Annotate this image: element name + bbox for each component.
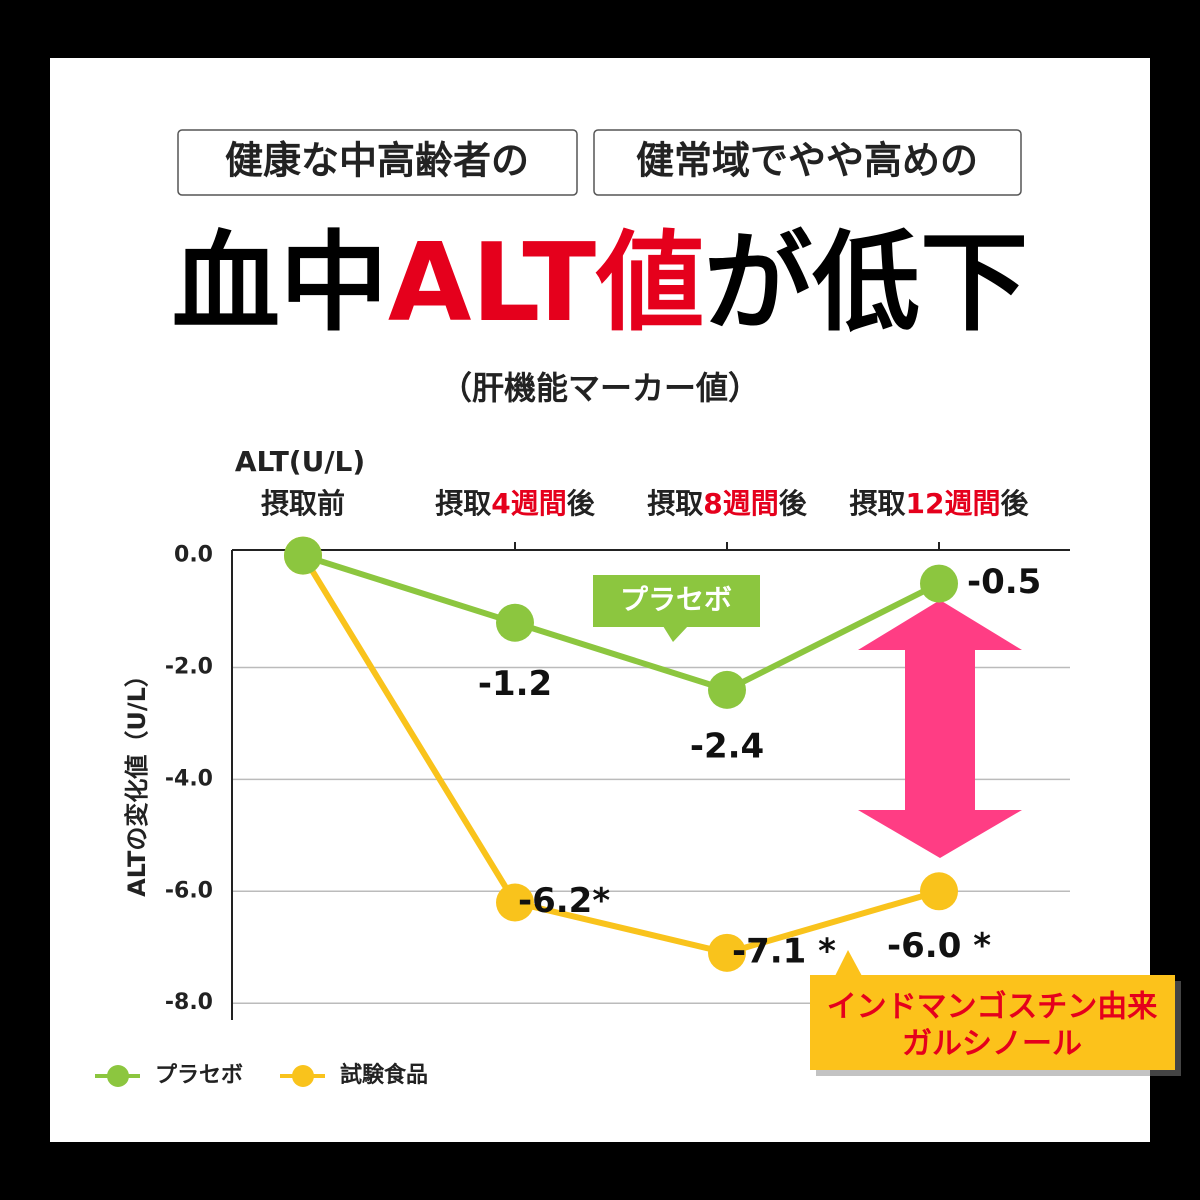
- y-axis-title: ALTの変化値（U/L）: [123, 663, 151, 897]
- data-point: [920, 872, 958, 911]
- x-tick-label: 摂取8週間後: [647, 487, 808, 520]
- difference-arrow: [858, 600, 1022, 858]
- callout-box: [593, 575, 760, 627]
- tag: 健常域でやや高めの: [636, 139, 978, 183]
- y-tick-label: 0.0: [174, 543, 213, 568]
- tag-box: [177, 129, 578, 196]
- tag: 健康な中高齢者の: [225, 139, 529, 183]
- y-tick-label: -4.0: [165, 766, 213, 791]
- callout-box: [810, 975, 1175, 1070]
- y-tick-label: -6.0: [165, 878, 213, 903]
- series-line: [300, 554, 940, 956]
- data-point: [920, 564, 958, 603]
- legend-marker: [292, 1065, 314, 1087]
- data-label: -6.0 *: [887, 926, 991, 966]
- data-point: [708, 933, 746, 972]
- callout-pointer: [835, 950, 862, 976]
- data-point: [708, 670, 746, 709]
- series-line: [302, 552, 941, 694]
- chart-title: 血中ALT値が低下: [172, 221, 1028, 346]
- data-point: [284, 536, 322, 575]
- x-tick-label: 摂取前: [261, 487, 345, 520]
- tag-box: [593, 129, 1022, 196]
- data-label: -2.4: [690, 726, 764, 766]
- x-tick-label: 摂取4週間後: [435, 487, 596, 520]
- data-label: -7.1 *: [732, 931, 836, 971]
- legend-label: 試験食品: [340, 1062, 428, 1088]
- callout-text: ガルシノール: [902, 1027, 1082, 1062]
- legend-label: プラセボ: [155, 1063, 243, 1088]
- callout-text: インドマンゴスチン由来: [827, 990, 1158, 1025]
- data-label: -1.2: [478, 664, 552, 704]
- unit-label: ALT(U/L): [235, 445, 365, 478]
- callout-text: プラセボ: [620, 583, 732, 616]
- y-tick-label: -8.0: [165, 990, 213, 1015]
- callout-pointer: [663, 626, 688, 642]
- y-tick-label: -2.0: [165, 655, 213, 680]
- x-tick-label: 摂取12週間後: [850, 487, 1030, 520]
- subtitle: （肝機能マーカー値）: [440, 369, 760, 407]
- data-label: -6.2*: [518, 881, 610, 921]
- data-label: -0.5: [967, 562, 1041, 602]
- legend-marker: [107, 1065, 129, 1087]
- data-point: [496, 883, 534, 922]
- data-point: [496, 603, 534, 642]
